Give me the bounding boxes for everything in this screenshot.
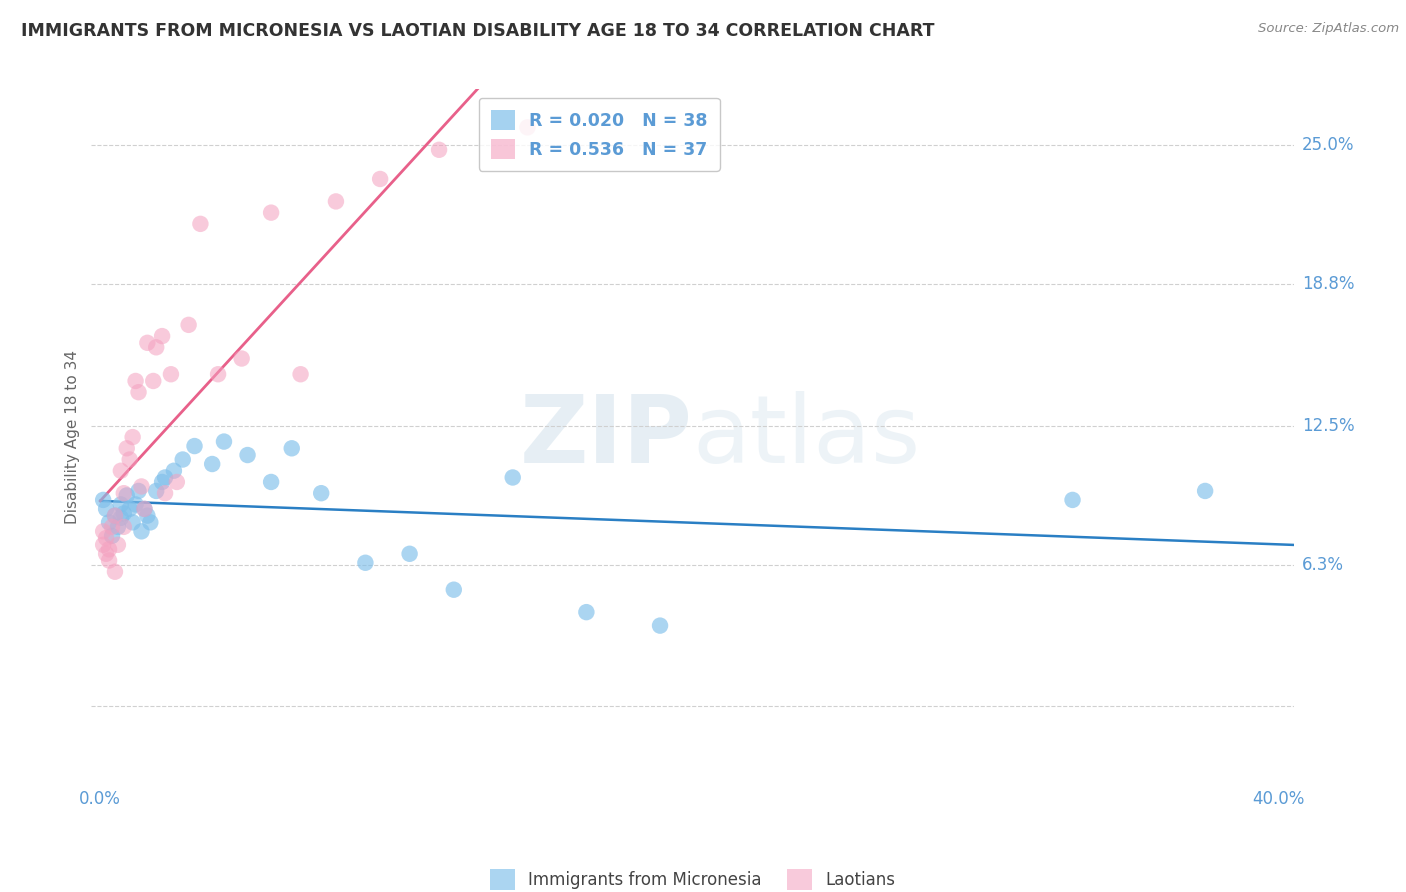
Point [163,464,186,478]
Point [516,120,538,135]
Point [107,538,129,552]
Point [145,340,167,354]
Point [153,486,176,500]
Point [107,520,129,534]
Point [104,508,127,523]
Point [112,486,135,500]
Point [190,217,212,231]
Point [134,502,156,516]
Point [368,172,391,186]
Text: 25.0%: 25.0% [1302,136,1354,154]
Point [118,452,141,467]
Point [94,547,117,561]
Point [98,516,121,530]
Point [124,497,146,511]
Text: Source: ZipAtlas.com: Source: ZipAtlas.com [1258,22,1399,36]
Point [172,452,194,467]
Point [104,565,127,579]
Point [131,524,153,539]
Point [212,434,235,449]
Text: ZIP: ZIP [520,391,692,483]
Point [260,475,283,489]
Legend: Immigrants from Micronesia, Laotians: Immigrants from Micronesia, Laotians [477,856,908,892]
Point [280,442,302,456]
Text: IMMIGRANTS FROM MICRONESIA VS LAOTIAN DISABILITY AGE 18 TO 34 CORRELATION CHART: IMMIGRANTS FROM MICRONESIA VS LAOTIAN DI… [21,22,935,40]
Point [150,329,173,343]
Point [142,374,165,388]
Point [104,508,127,523]
Point [1062,492,1084,507]
Point [166,475,188,489]
Point [101,520,124,534]
Point [128,483,150,498]
Point [260,205,283,219]
Point [91,492,114,507]
Point [153,470,176,484]
Point [1194,483,1216,498]
Text: atlas: atlas [692,391,921,483]
Point [648,618,671,632]
Point [201,457,224,471]
Text: 18.8%: 18.8% [1302,276,1354,293]
Point [98,553,121,567]
Point [236,448,259,462]
Point [443,582,465,597]
Point [575,605,598,619]
Point [121,430,143,444]
Point [94,502,117,516]
Point [124,374,146,388]
Point [91,524,114,539]
Point [131,479,153,493]
Point [110,497,132,511]
Point [110,511,132,525]
Point [325,194,347,209]
Point [134,502,156,516]
Y-axis label: Disability Age 18 to 34: Disability Age 18 to 34 [65,350,80,524]
Point [115,442,138,456]
Point [309,486,332,500]
Point [101,529,124,543]
Point [121,516,143,530]
Point [128,385,150,400]
Point [136,508,159,523]
Point [290,368,312,382]
Point [177,318,200,332]
Point [183,439,205,453]
Point [115,488,138,502]
Point [502,470,524,484]
Text: 6.3%: 6.3% [1302,556,1344,574]
Point [139,516,162,530]
Point [110,464,132,478]
Point [118,502,141,516]
Text: 12.5%: 12.5% [1302,417,1354,435]
Point [354,556,377,570]
Point [398,547,420,561]
Point [136,335,159,350]
Point [98,542,121,557]
Point [150,475,173,489]
Point [112,520,135,534]
Point [94,531,117,545]
Point [207,368,229,382]
Point [160,368,183,382]
Point [91,538,114,552]
Point [427,143,450,157]
Point [231,351,253,366]
Point [112,507,135,521]
Point [145,483,167,498]
